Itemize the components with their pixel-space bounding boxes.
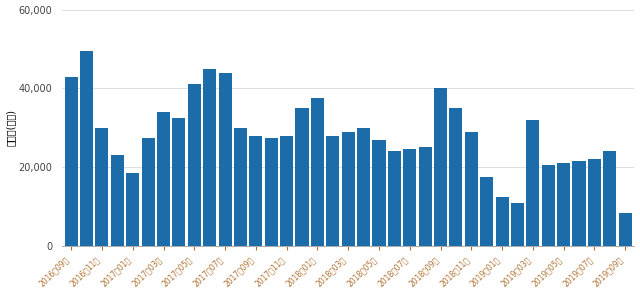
Bar: [541, 165, 555, 246]
Bar: [342, 132, 355, 246]
Bar: [557, 163, 570, 246]
Bar: [80, 51, 93, 246]
Bar: [280, 136, 293, 246]
Bar: [372, 140, 385, 246]
Bar: [234, 128, 247, 246]
Bar: [434, 88, 447, 246]
Bar: [388, 151, 401, 246]
Bar: [526, 120, 540, 246]
Bar: [95, 128, 109, 246]
Bar: [218, 73, 232, 246]
Bar: [480, 177, 493, 246]
Bar: [172, 118, 186, 246]
Bar: [357, 128, 370, 246]
Bar: [449, 108, 463, 246]
Bar: [619, 213, 632, 246]
Bar: [573, 161, 586, 246]
Bar: [203, 69, 216, 246]
Bar: [511, 203, 524, 246]
Bar: [265, 138, 278, 246]
Y-axis label: 거래량(건수): 거래량(건수): [6, 109, 15, 146]
Bar: [296, 108, 308, 246]
Bar: [604, 151, 616, 246]
Bar: [157, 112, 170, 246]
Bar: [65, 76, 77, 246]
Bar: [126, 173, 140, 246]
Bar: [250, 136, 262, 246]
Bar: [111, 155, 124, 246]
Bar: [141, 138, 155, 246]
Bar: [403, 149, 416, 246]
Bar: [495, 197, 509, 246]
Bar: [311, 98, 324, 246]
Bar: [188, 84, 201, 246]
Bar: [465, 132, 478, 246]
Bar: [588, 159, 601, 246]
Bar: [419, 148, 431, 246]
Bar: [326, 136, 339, 246]
